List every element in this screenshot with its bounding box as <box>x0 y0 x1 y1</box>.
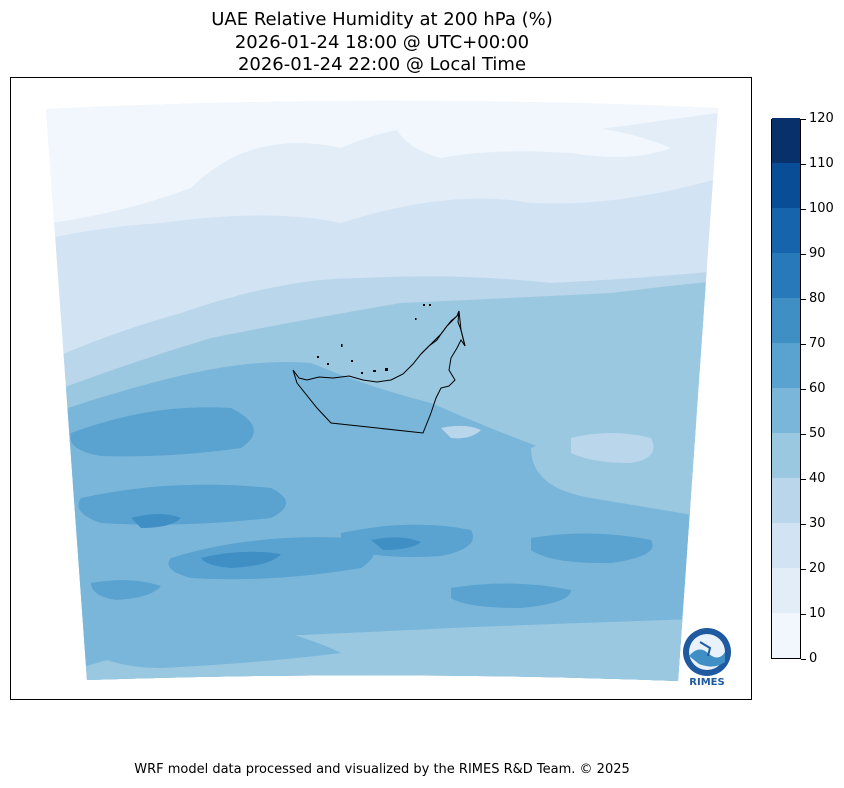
colorbar-tick-label: 10 <box>809 606 826 621</box>
colorbar-tick <box>801 614 806 615</box>
colorbar-tick-label: 120 <box>809 111 834 126</box>
colorbar-tick-label: 60 <box>809 381 826 396</box>
contour-60-f <box>451 583 571 608</box>
contour-60-g <box>91 580 161 600</box>
colorbar-tick-label: 70 <box>809 336 826 351</box>
colorbar-tick-label: 80 <box>809 291 826 306</box>
colorbar-segment <box>772 433 800 478</box>
contour-60-a <box>70 407 254 457</box>
uae-border <box>292 310 466 434</box>
colorbar-tick <box>801 209 806 210</box>
colorbar-segment <box>772 163 800 208</box>
colorbar-tick-label: 40 <box>809 471 826 486</box>
colorbar-tick <box>801 569 806 570</box>
colorbar-segment <box>772 568 800 613</box>
colorbar-tick-label: 90 <box>809 246 826 261</box>
colorbar-tick <box>801 434 806 435</box>
rimes-logo <box>674 626 740 692</box>
logo-text: RIMES <box>689 677 725 688</box>
colorbar-tick <box>801 659 806 660</box>
colorbar-segment <box>772 613 800 658</box>
contour-60-b <box>78 484 286 525</box>
colorbar-segment <box>772 343 800 388</box>
colorbar-tick-label: 110 <box>809 156 834 171</box>
colorbar-tick-label: 0 <box>809 651 818 666</box>
colorbar-tick-label: 50 <box>809 426 826 441</box>
colorbar-tick <box>801 119 806 120</box>
map-frame <box>10 77 752 700</box>
contour-70-a <box>131 514 181 528</box>
colorbar-tick <box>801 299 806 300</box>
colorbar-tick-label: 20 <box>809 561 826 576</box>
colorbar-segment <box>772 298 800 343</box>
colorbar-tick <box>801 524 806 525</box>
colorbar-segment <box>772 388 800 433</box>
map-title: UAE Relative Humidity at 200 hPa (%) <box>211 9 553 30</box>
colorbar-tick-label: 30 <box>809 516 826 531</box>
contour-60-e <box>531 533 653 564</box>
contour-30-island-b <box>441 425 481 439</box>
humidity-map <box>46 100 718 681</box>
utc-time: 2026-01-24 18:00 @ UTC+00:00 <box>234 32 530 53</box>
contour-10 <box>46 100 718 228</box>
uae-islands <box>317 304 431 374</box>
colorbar-tick-label: 100 <box>809 201 834 216</box>
contour-50-south <box>71 622 341 668</box>
colorbar-segment <box>772 523 800 568</box>
local-time: 2026-01-24 22:00 @ Local Time <box>237 54 527 75</box>
colorbar-segment <box>772 208 800 253</box>
colorbar-tick <box>801 389 806 390</box>
colorbar-tick <box>801 344 806 345</box>
colorbar-segment <box>772 253 800 298</box>
colorbar-tick <box>801 479 806 480</box>
uae-coast <box>420 310 466 355</box>
contour-20-island-a <box>571 433 654 463</box>
contour-10-patch <box>391 114 671 158</box>
colorbar-segment <box>772 478 800 523</box>
colorbar-tick <box>801 254 806 255</box>
contour-70-c <box>371 537 421 550</box>
contour-70-b <box>201 551 281 568</box>
colorbar <box>771 118 801 659</box>
colorbar-segment <box>772 118 800 163</box>
credit-line: WRF model data processed and visualized … <box>134 762 630 777</box>
colorbar-tick <box>801 164 806 165</box>
